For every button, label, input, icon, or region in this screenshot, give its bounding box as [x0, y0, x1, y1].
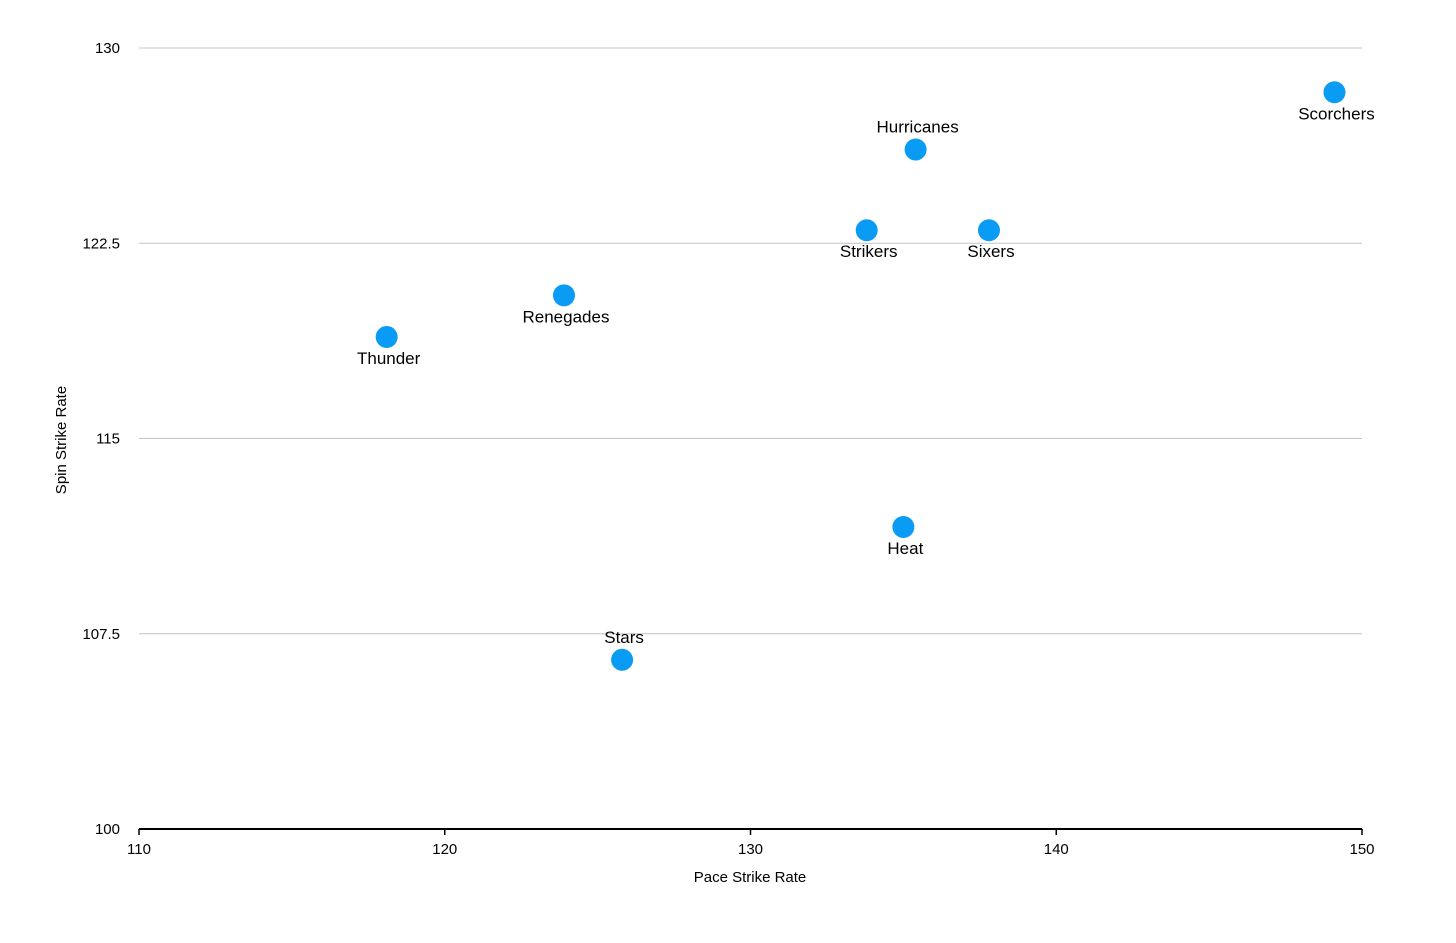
point-label-hurricanes: Hurricanes: [877, 118, 959, 137]
point-label-renegades: Renegades: [523, 307, 610, 326]
y-tick-label: 107.5: [82, 626, 120, 643]
point-label-scorchers: Scorchers: [1298, 104, 1375, 123]
x-axis-title: Pace Strike Rate: [694, 869, 807, 886]
y-tick-label: 122.5: [82, 235, 120, 252]
x-tick-label: 150: [1349, 841, 1374, 858]
y-axis-title: Spin Strike Rate: [53, 386, 70, 494]
data-point-scorchers: [1323, 81, 1346, 104]
point-label-stars: Stars: [604, 628, 644, 647]
data-point-heat: [892, 516, 915, 539]
y-tick-label: 130: [95, 40, 120, 57]
x-tick-label: 130: [738, 841, 763, 858]
data-point-strikers: [855, 219, 878, 242]
point-label-strikers: Strikers: [840, 242, 898, 261]
tick-labels: 100 107.5 115 122.5 130 110 120 130 140 150: [82, 40, 1374, 858]
data-point-hurricanes: [904, 138, 927, 161]
point-labels: Scorchers Hurricanes Strikers Sixers Renegad…: [357, 104, 1375, 647]
x-tick-label: 110: [127, 841, 151, 858]
data-points: [375, 81, 1346, 671]
data-point-stars: [611, 648, 634, 671]
point-label-heat: Heat: [887, 539, 923, 558]
data-point-renegades: [552, 284, 575, 307]
y-tick-label: 100: [95, 821, 120, 838]
x-tick-label: 140: [1044, 841, 1069, 858]
x-tick-label: 120: [432, 841, 457, 858]
axes: [138, 828, 1363, 835]
y-tick-label: 115: [96, 431, 120, 448]
gridlines: [139, 47, 1362, 635]
data-point-thunder: [375, 325, 398, 348]
data-point-sixers: [977, 219, 1000, 242]
point-label-thunder: Thunder: [357, 349, 421, 368]
point-label-sixers: Sixers: [967, 242, 1014, 261]
